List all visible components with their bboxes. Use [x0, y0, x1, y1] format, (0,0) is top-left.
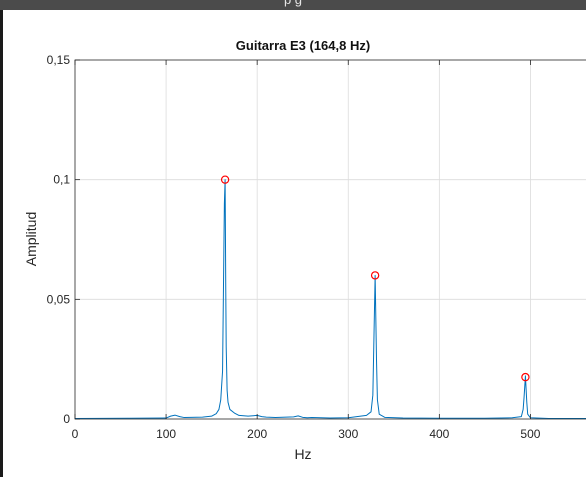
peak-marker: [370, 271, 380, 280]
x-axis-label: Hz: [294, 446, 311, 462]
axis-ticks: 010020030040050060070080000,050,10,15: [47, 53, 541, 441]
x-tick-label: 400: [429, 427, 449, 441]
series-layer: [74, 179, 586, 420]
peak-marker: [220, 175, 230, 184]
y-axis-label: Amplitud: [23, 212, 39, 266]
y-tick-label: 0,05: [47, 292, 71, 306]
window-title-bar: p g: [0, 0, 586, 10]
window-title: p g: [0, 0, 586, 7]
peak-marker: [521, 372, 530, 382]
y-tick-label: 0,1: [53, 173, 70, 187]
chart-title: Guitarra E3 (164,8 Hz): [236, 38, 370, 53]
spectrum-line: [74, 179, 586, 420]
plot-area-border: [74, 59, 586, 420]
peak-markers: [220, 175, 530, 382]
x-tick-label: 200: [247, 427, 267, 441]
x-tick-label: 300: [338, 427, 358, 441]
grid-lines: [75, 60, 586, 419]
x-tick-label: 100: [156, 427, 176, 441]
x-tick-label: 0: [72, 427, 79, 441]
y-tick-label: 0: [63, 412, 70, 426]
x-tick-label: 500: [520, 427, 540, 441]
plot-area-background: [75, 60, 586, 419]
window-left-border: [0, 10, 3, 477]
y-tick-label: 0,15: [47, 53, 71, 67]
